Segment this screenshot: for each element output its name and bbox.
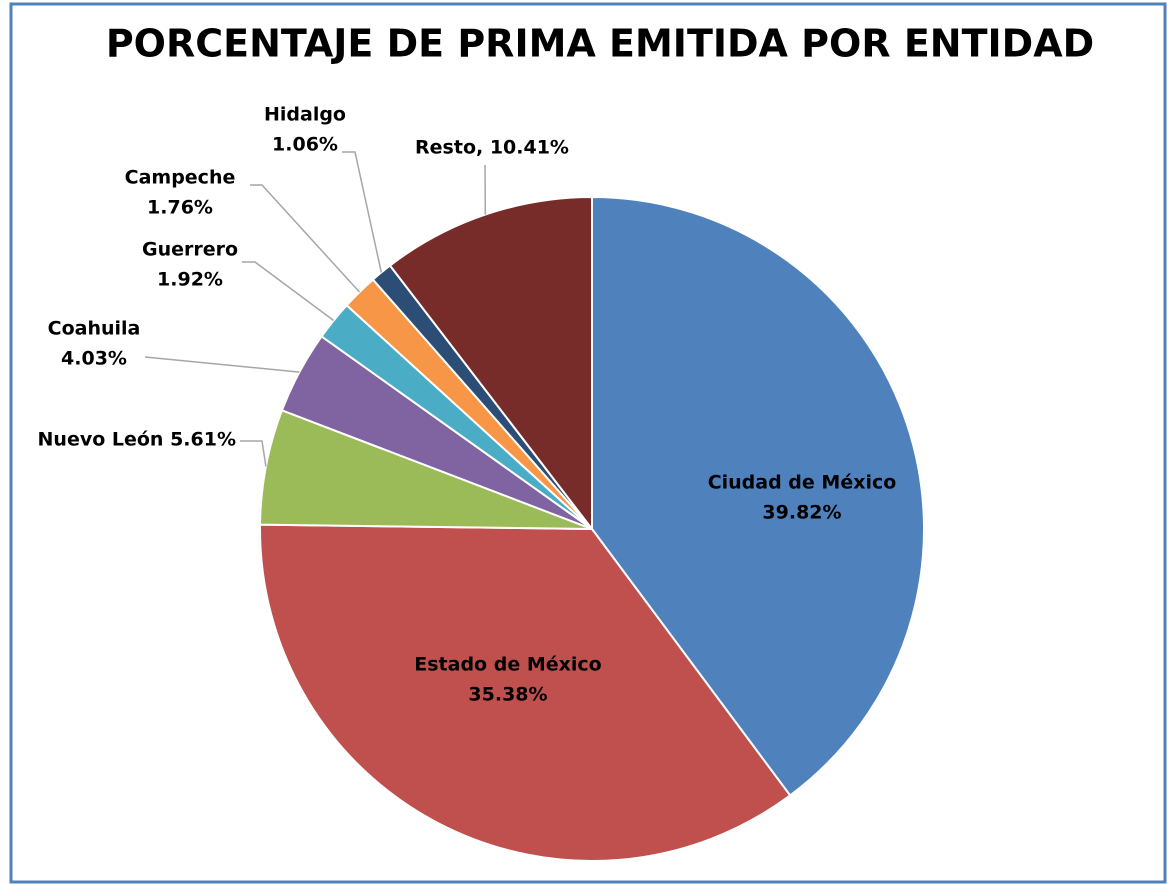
leader-line [144, 356, 300, 373]
chart-title: PORCENTAJE DE PRIMA EMITIDA POR ENTIDAD [106, 22, 1094, 66]
data-label: Resto, 10.41% [415, 137, 569, 159]
data-label: 1.06% [272, 134, 338, 156]
data-label: Estado de México [414, 654, 601, 676]
data-label: Guerrero [142, 239, 238, 261]
data-label: 35.38% [468, 684, 547, 706]
data-label: Hidalgo [264, 104, 346, 126]
pie-slice [259, 523, 792, 862]
leader-line [240, 440, 267, 467]
data-label: Campeche [125, 167, 236, 189]
data-label: Ciudad de México [708, 472, 897, 494]
leader-line [242, 261, 335, 322]
data-label: 4.03% [61, 348, 127, 370]
pie-slice [591, 195, 925, 797]
data-label: 1.92% [157, 269, 223, 291]
data-label: Coahuila [48, 318, 141, 340]
pie-slice [388, 195, 593, 532]
data-label: Nuevo León 5.61% [38, 429, 236, 451]
leader-line [342, 151, 383, 273]
leader-line [250, 184, 360, 293]
data-label: 39.82% [762, 502, 841, 524]
data-label: 1.76% [147, 197, 213, 219]
